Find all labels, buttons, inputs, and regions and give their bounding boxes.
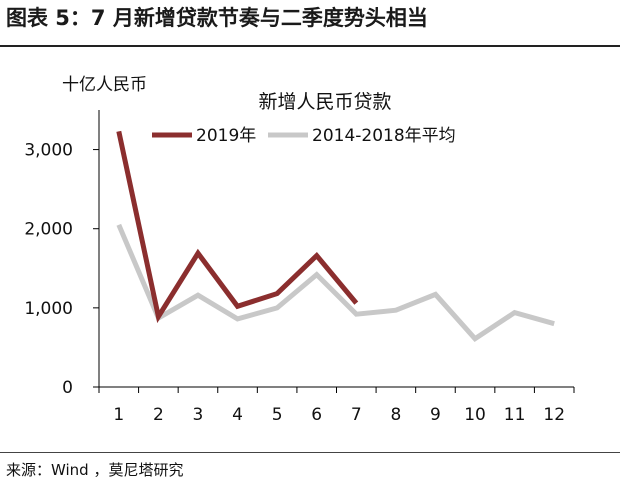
source-rule	[0, 452, 620, 453]
y-ticks: 0 1,000 2,000 3,000	[24, 141, 99, 398]
y-axis-label: 十亿人民币	[62, 75, 147, 95]
chart-title: 新增人民币贷款	[258, 91, 391, 113]
y-tick-label: 1,000	[24, 299, 73, 319]
source-note: 来源：Wind ，莫尼塔研究	[6, 461, 184, 479]
series-line-2019	[116, 130, 359, 324]
legend: 2019年 2014-2018年平均	[152, 126, 456, 146]
x-tick-label: 4	[232, 405, 243, 425]
legend-label-average: 2014-2018年平均	[312, 126, 456, 146]
x-tick-label: 5	[272, 405, 283, 425]
x-tick-label: 2	[153, 405, 164, 425]
line-chart: 十亿人民币 新增人民币贷款 2019年 2014-2018年平均 0 1,000 2…	[24, 75, 575, 425]
x-tick-label: 3	[193, 405, 204, 425]
x-tick-label: 9	[430, 405, 441, 425]
title-rule	[0, 45, 620, 47]
series-line-average	[116, 223, 555, 342]
legend-label-2019: 2019年	[196, 126, 256, 146]
x-tick-label: 7	[351, 405, 362, 425]
x-tick-label: 6	[311, 405, 322, 425]
x-tick-label: 1	[113, 405, 124, 425]
x-ticks: 1 2 3 4 5 6 7 8 9 10 11 12	[98, 387, 575, 425]
series-layer	[116, 130, 555, 342]
x-tick-label: 10	[464, 405, 486, 425]
axes	[98, 110, 574, 388]
x-tick-label: 8	[390, 405, 401, 425]
y-tick-label: 0	[62, 378, 73, 398]
x-tick-label: 12	[543, 405, 565, 425]
y-tick-label: 3,000	[24, 141, 73, 161]
y-tick-label: 2,000	[24, 220, 73, 240]
figure-title: 图表 5：7 月新增贷款节奏与二季度势头相当	[6, 6, 428, 30]
x-tick-label: 11	[504, 405, 526, 425]
